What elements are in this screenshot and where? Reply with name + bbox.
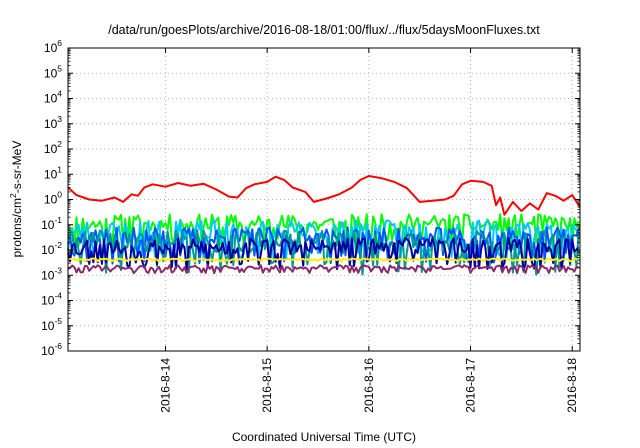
y-tick-exponent: 0 — [57, 190, 62, 200]
y-tick-label: 10-1 — [41, 215, 62, 232]
y-tick-base: 10 — [41, 268, 55, 282]
y-axis-label: protons/cm2-s-sr-MeV — [8, 141, 24, 258]
series-line — [67, 175, 581, 216]
y-tick-exponent: 5 — [57, 63, 62, 73]
series-line — [67, 213, 580, 249]
series-line — [67, 236, 580, 272]
y-axis-label-exp: 2 — [8, 193, 18, 198]
y-tick-base: 10 — [41, 294, 55, 308]
x-tick-label: 2016-8-15 — [260, 358, 274, 413]
x-tick-label: 2016-8-16 — [362, 358, 376, 413]
y-tick-base: 10 — [44, 167, 58, 181]
y-tick-exponent: -6 — [54, 341, 62, 351]
y-tick-base: 10 — [41, 218, 55, 232]
y-tick-exponent: -4 — [54, 291, 62, 301]
y-tick-label: 10-3 — [41, 265, 62, 282]
x-tick-label: 2016-8-18 — [565, 358, 579, 413]
y-tick-exponent: 2 — [57, 139, 62, 149]
y-tick-label: 10-5 — [41, 316, 62, 333]
y-tick-base: 10 — [44, 66, 58, 80]
x-tick-label: 2016-8-17 — [464, 358, 478, 413]
series-layer — [67, 175, 581, 276]
series-line — [67, 229, 580, 276]
y-tick-exponent: 4 — [57, 89, 62, 99]
y-tick-label: 10-2 — [41, 240, 62, 257]
y-tick-base: 10 — [44, 41, 58, 55]
chart-title: /data/run/goesPlots/archive/2016-08-18/0… — [108, 23, 540, 37]
y-tick-label: 100 — [44, 190, 62, 207]
y-tick-label: 10-6 — [41, 341, 62, 358]
y-tick-label: 105 — [44, 63, 62, 80]
y-tick-base: 10 — [44, 117, 58, 131]
y-tick-exponent: 6 — [57, 38, 62, 48]
y-tick-label: 103 — [44, 114, 62, 131]
y-tick-label: 102 — [44, 139, 62, 156]
axis-ticks: 10610510410310210110010-110-210-310-410-… — [41, 38, 580, 413]
y-tick-base: 10 — [44, 142, 58, 156]
x-tick-label: 2016-8-14 — [158, 358, 172, 413]
y-tick-exponent: -5 — [54, 316, 62, 326]
y-tick-label: 10-4 — [41, 291, 62, 308]
y-tick-base: 10 — [44, 193, 58, 207]
series-line — [67, 257, 580, 263]
y-tick-exponent: -3 — [54, 265, 62, 275]
y-tick-exponent: -2 — [54, 240, 62, 250]
y-tick-label: 101 — [44, 164, 62, 181]
y-tick-label: 106 — [44, 38, 62, 55]
y-axis-label-rest: -s-sr-MeV — [10, 141, 24, 194]
y-tick-exponent: 3 — [57, 114, 62, 124]
y-tick-base: 10 — [44, 92, 58, 106]
y-tick-base: 10 — [41, 319, 55, 333]
y-tick-label: 104 — [44, 89, 62, 106]
x-axis-label: Coordinated Universal Time (UTC) — [232, 430, 416, 444]
y-tick-exponent: -1 — [54, 215, 62, 225]
series-line — [67, 264, 580, 275]
y-tick-base: 10 — [41, 344, 55, 358]
y-tick-exponent: 1 — [57, 164, 62, 174]
y-axis-label-main: protons/cm — [10, 198, 24, 257]
y-tick-base: 10 — [41, 243, 55, 257]
